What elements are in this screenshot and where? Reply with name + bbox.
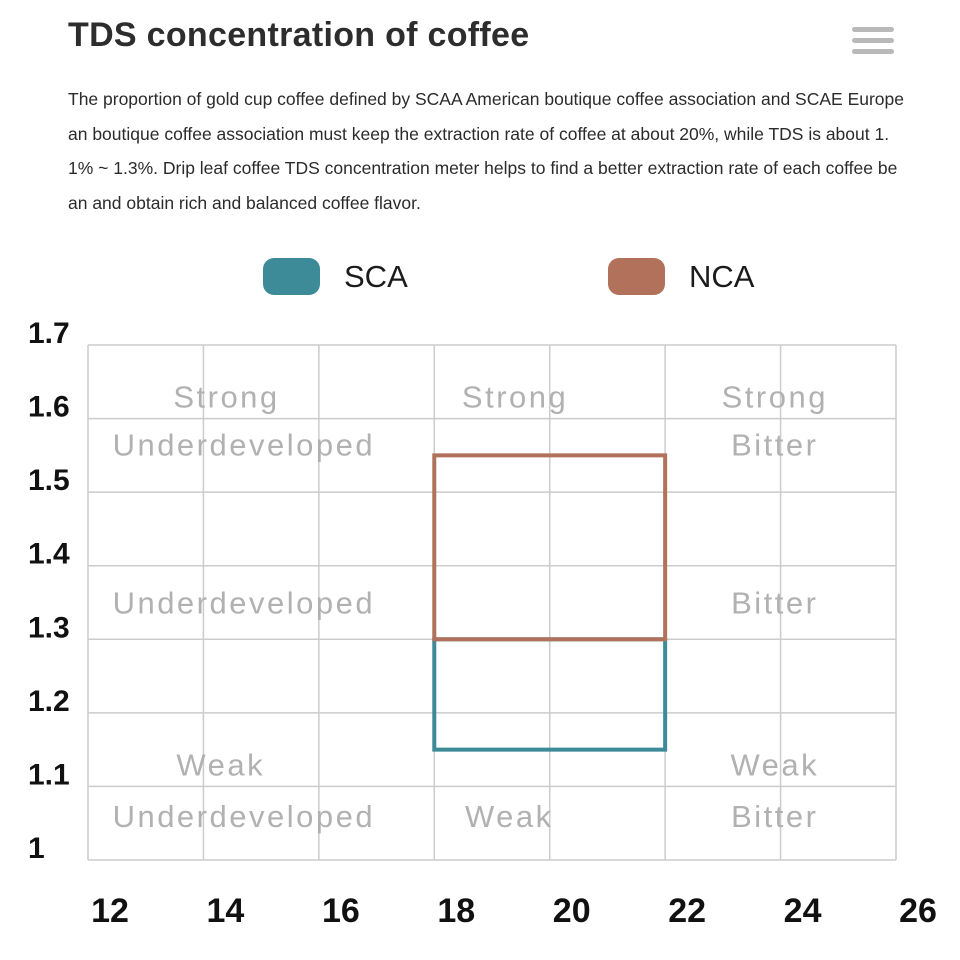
x-tick-label: 16: [322, 892, 360, 930]
sca-color-swatch: [263, 258, 320, 295]
page-title: TDS concentration of coffee: [68, 16, 530, 54]
y-tick-label: 1.6: [28, 391, 70, 424]
legend-item-nca: NCA: [608, 258, 754, 295]
region-label: Bitter: [731, 586, 818, 621]
region-label: Underdeveloped: [113, 799, 376, 834]
hamburger-icon: [852, 49, 894, 54]
y-tick-label: 1: [28, 832, 45, 865]
legend-label-nca: NCA: [689, 258, 755, 294]
y-tick-label: 1.4: [28, 538, 70, 571]
hamburger-icon: [852, 27, 894, 32]
nca-color-swatch: [608, 258, 665, 295]
region-label: Underdeveloped: [113, 586, 376, 621]
x-tick-label: 26: [899, 892, 937, 930]
x-tick-label: 12: [91, 892, 129, 930]
region-label: Bitter: [731, 427, 818, 462]
legend-item-sca: SCA: [263, 258, 408, 295]
x-tick-label: 24: [784, 892, 822, 930]
y-tick-label: 1.5: [28, 464, 70, 497]
chart-description: The proportion of gold cup coffee define…: [68, 89, 905, 213]
x-tick-label: 18: [437, 892, 475, 930]
hamburger-menu-button[interactable]: [852, 27, 894, 60]
region-label: Weak: [176, 747, 265, 782]
series-rect-nca: [432, 453, 668, 642]
legend-label-sca: SCA: [344, 258, 408, 294]
region-label: Bitter: [731, 799, 818, 834]
region-label: Strong: [462, 380, 568, 415]
region-label: Weak: [730, 747, 819, 782]
y-tick-label: 1.7: [28, 317, 70, 350]
x-tick-label: 22: [668, 892, 706, 930]
x-tick-label: 14: [207, 892, 245, 930]
y-tick-label: 1.2: [28, 685, 70, 718]
x-tick-label: 20: [553, 892, 591, 930]
y-tick-label: 1.1: [28, 758, 70, 791]
region-label: Strong: [173, 380, 279, 415]
region-label: Weak: [465, 799, 554, 834]
region-label: Underdeveloped: [113, 427, 376, 462]
tds-chart: Strong Underdeveloped Strong Strong Bitter Un…: [28, 317, 937, 930]
region-label: Strong: [722, 380, 828, 415]
y-tick-label: 1.3: [28, 611, 70, 644]
hamburger-icon: [852, 38, 894, 43]
